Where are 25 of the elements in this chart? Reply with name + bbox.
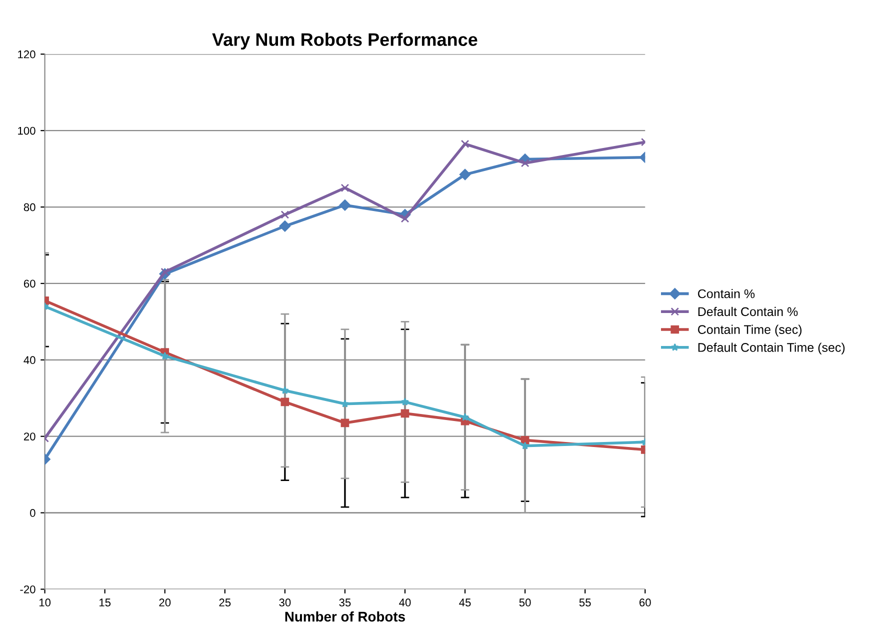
y-tick-label: -20 xyxy=(20,585,36,594)
x-tick-label: 35 xyxy=(339,598,351,606)
legend-label: Default Contain Time (sec) xyxy=(698,342,845,354)
legend-label: Default Contain % xyxy=(698,306,798,316)
legend-label: Contain % xyxy=(698,289,755,298)
x-axis-title: Number of Robots xyxy=(285,611,405,622)
y-tick-label: 40 xyxy=(24,356,36,364)
y-tick-label: 60 xyxy=(24,280,36,288)
x-tick-label: 55 xyxy=(579,598,591,606)
x-tick-label: 30 xyxy=(279,598,291,606)
x-tick-label: 40 xyxy=(399,598,411,606)
x-tick-label: 15 xyxy=(100,598,111,606)
x-tick-label: 20 xyxy=(159,598,171,606)
x-tick-label: 50 xyxy=(519,598,531,606)
x-tick-label: 60 xyxy=(640,598,651,606)
chart-title: Vary Num Robots Performance xyxy=(212,32,478,50)
x-tick-label: 10 xyxy=(39,598,51,606)
x-tick-label: 45 xyxy=(459,598,471,606)
y-tick-label: 100 xyxy=(18,126,36,135)
y-tick-label: 120 xyxy=(18,50,36,58)
legend-label: Contain Time (sec) xyxy=(698,324,802,336)
y-tick-label: 20 xyxy=(24,432,36,440)
y-tick-label: 80 xyxy=(24,203,36,212)
y-tick-label: 0 xyxy=(30,509,36,517)
x-tick-label: 25 xyxy=(219,598,231,606)
